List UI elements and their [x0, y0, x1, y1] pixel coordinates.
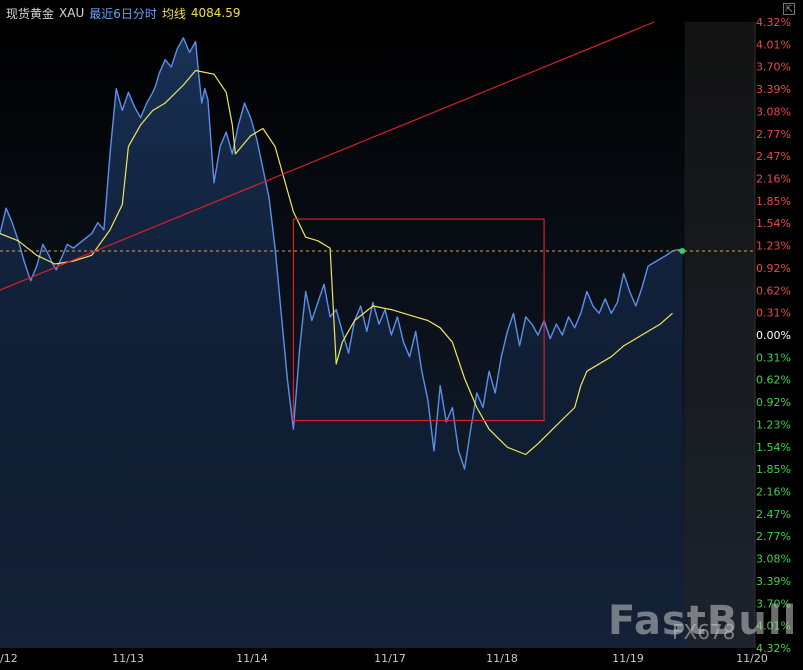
x-tick-label: /12 — [0, 652, 18, 665]
y-tick-label: 1.23% — [756, 240, 791, 253]
ma-label: 均线 — [161, 6, 186, 21]
y-tick-label: 4.32% — [756, 16, 791, 29]
highlight-box — [292, 218, 545, 422]
y-tick-label: 0.31% — [756, 307, 791, 320]
watermark-logo: FastBull — [608, 598, 798, 644]
y-tick-label: 2.47% — [756, 508, 791, 521]
y-tick-label: 2.77% — [756, 128, 791, 141]
period-label[interactable]: 最近6日分时 — [89, 6, 157, 21]
y-tick-label: 1.54% — [756, 217, 791, 230]
symbol-label: XAU — [59, 6, 85, 20]
y-tick-label: 0.62% — [756, 284, 791, 297]
y-tick-label: 3.39% — [756, 575, 791, 588]
y-tick-label: 4.01% — [756, 620, 791, 633]
y-tick-label: 1.85% — [756, 195, 791, 208]
y-tick-label: 0.00% — [756, 329, 791, 342]
y-tick-label: 2.16% — [756, 486, 791, 499]
y-tick-label: 4.01% — [756, 38, 791, 51]
price-area — [0, 37, 683, 648]
current-point — [679, 247, 686, 254]
average-line — [0, 69, 673, 456]
y-tick-label: 3.39% — [756, 83, 791, 96]
y-tick-label: 1.23% — [756, 418, 791, 431]
y-tick-label: 0.62% — [756, 374, 791, 387]
x-tick-label: 11/18 — [486, 652, 518, 665]
y-tick-label: 3.08% — [756, 553, 791, 566]
watermark-sub: FX678 — [672, 620, 736, 644]
restore-icon[interactable]: ⇱ — [783, 3, 795, 15]
y-tick-label: 3.08% — [756, 105, 791, 118]
x-tick-label: 11/20 — [736, 652, 768, 665]
y-tick-label: 0.92% — [756, 396, 791, 409]
y-tick-label: 1.85% — [756, 463, 791, 476]
x-tick-label: 11/17 — [374, 652, 406, 665]
y-tick-label: 0.92% — [756, 262, 791, 275]
x-tick-label: 11/19 — [612, 652, 644, 665]
future-region — [684, 22, 755, 648]
instrument-name: 现货黄金 — [6, 6, 55, 21]
x-tick-label: 11/14 — [236, 652, 268, 665]
ma-value: 4084.59 — [190, 6, 241, 20]
y-tick-label: 3.70% — [756, 61, 791, 74]
y-tick-label: 4.32% — [756, 642, 791, 655]
trend-line — [0, 21, 655, 291]
chart-header: 现货黄金 XAU 最近6日分时 均线 4084.59 — [0, 0, 746, 26]
y-tick-label: 0.31% — [756, 351, 791, 364]
y-tick-label: 2.16% — [756, 173, 791, 186]
y-tick-label: 1.54% — [756, 441, 791, 454]
y-tick-label: 2.47% — [756, 150, 791, 163]
y-tick-label: 2.77% — [756, 530, 791, 543]
price-line — [0, 37, 683, 470]
x-tick-label: 11/13 — [112, 652, 144, 665]
y-tick-label: 3.70% — [756, 597, 791, 610]
